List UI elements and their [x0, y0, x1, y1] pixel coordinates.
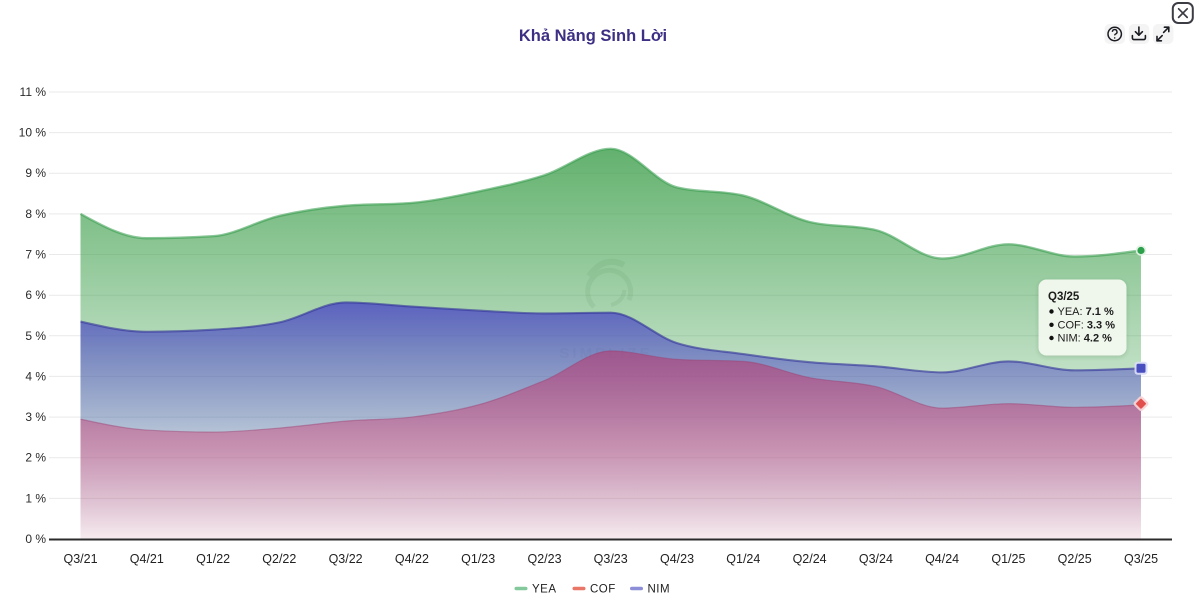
svg-text:Q4/24: Q4/24: [925, 552, 959, 566]
svg-text:Q1/25: Q1/25: [991, 552, 1025, 566]
svg-text:1 %: 1 %: [25, 491, 46, 505]
svg-text:4 %: 4 %: [25, 369, 46, 383]
svg-text:Q4/22: Q4/22: [395, 552, 429, 566]
svg-text:NIM: 4.2 %: NIM: 4.2 %: [1058, 333, 1113, 345]
svg-text:COF: 3.3 %: COF: 3.3 %: [1058, 319, 1116, 331]
svg-text:Q3/23: Q3/23: [594, 552, 628, 566]
svg-text:YEA: YEA: [532, 584, 557, 596]
svg-text:Q4/23: Q4/23: [660, 552, 694, 566]
svg-text:Q2/22: Q2/22: [262, 552, 296, 566]
svg-text:Q1/22: Q1/22: [196, 552, 230, 566]
svg-text:2 %: 2 %: [25, 451, 46, 465]
svg-text:Khả Năng Sinh Lời: Khả Năng Sinh Lời: [519, 27, 667, 45]
svg-text:Q3/21: Q3/21: [63, 552, 97, 566]
svg-text:NIM: NIM: [648, 584, 671, 596]
svg-text:YEA: 7.1 %: YEA: 7.1 %: [1058, 306, 1114, 318]
svg-text:8 %: 8 %: [25, 207, 46, 221]
svg-text:7 %: 7 %: [25, 248, 46, 262]
svg-text:11 %: 11 %: [20, 85, 47, 99]
svg-text:COF: COF: [590, 584, 616, 596]
svg-text:Q1/24: Q1/24: [726, 552, 760, 566]
svg-text:Q3/24: Q3/24: [859, 552, 893, 566]
svg-text:6 %: 6 %: [25, 288, 46, 302]
svg-text:Q4/21: Q4/21: [130, 552, 164, 566]
svg-text:Q1/23: Q1/23: [461, 552, 495, 566]
svg-text:9 %: 9 %: [25, 166, 46, 180]
svg-text:5 %: 5 %: [25, 329, 46, 343]
svg-text:0 %: 0 %: [25, 532, 46, 546]
svg-text:Q3/25: Q3/25: [1124, 552, 1158, 566]
svg-text:Q2/24: Q2/24: [793, 552, 827, 566]
svg-text:10 %: 10 %: [19, 126, 47, 140]
svg-text:Q3/25: Q3/25: [1048, 291, 1080, 303]
svg-text:Q3/22: Q3/22: [329, 552, 363, 566]
svg-text:3 %: 3 %: [25, 410, 46, 424]
svg-text:Q2/25: Q2/25: [1058, 552, 1092, 566]
svg-text:Q2/23: Q2/23: [527, 552, 561, 566]
